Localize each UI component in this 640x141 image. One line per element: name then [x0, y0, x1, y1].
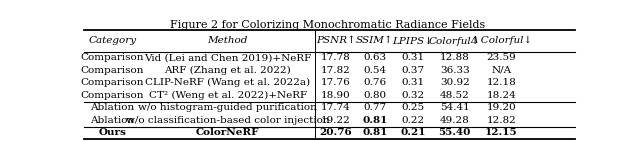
- Text: w/o histogram-guided purification: w/o histogram-guided purification: [138, 103, 317, 112]
- Text: 17.74: 17.74: [321, 103, 351, 112]
- Text: ColorNeRF: ColorNeRF: [196, 128, 259, 137]
- Text: 18.90: 18.90: [321, 91, 351, 100]
- Text: 36.33: 36.33: [440, 66, 470, 75]
- Text: 18.24: 18.24: [486, 91, 516, 100]
- Text: 0.63: 0.63: [364, 53, 387, 62]
- Text: 17.78: 17.78: [321, 53, 351, 62]
- Text: 19.20: 19.20: [486, 103, 516, 112]
- Text: 0.77: 0.77: [364, 103, 387, 112]
- Text: CLIP-NeRF (Wang et al. 2022a): CLIP-NeRF (Wang et al. 2022a): [145, 78, 310, 87]
- Text: Comparison: Comparison: [81, 78, 144, 87]
- Text: 20.76: 20.76: [319, 128, 352, 137]
- Text: Method: Method: [207, 36, 248, 45]
- Text: N/A: N/A: [492, 66, 511, 75]
- Text: Ablation: Ablation: [90, 116, 134, 125]
- Text: 0.32: 0.32: [401, 91, 424, 100]
- Text: 0.21: 0.21: [400, 128, 426, 137]
- Text: w/o classification-based color injection: w/o classification-based color injection: [126, 116, 330, 125]
- Text: 0.25: 0.25: [401, 103, 424, 112]
- Text: 30.92: 30.92: [440, 78, 470, 87]
- Text: PSNR↑: PSNR↑: [316, 36, 356, 45]
- Text: 12.82: 12.82: [486, 116, 516, 125]
- Text: 23.59: 23.59: [486, 53, 516, 62]
- Text: 12.15: 12.15: [485, 128, 518, 137]
- Text: 48.52: 48.52: [440, 91, 470, 100]
- Text: SSIM↑: SSIM↑: [356, 36, 394, 45]
- Text: Comparison: Comparison: [81, 53, 144, 62]
- Text: 17.76: 17.76: [321, 78, 351, 87]
- Text: 0.80: 0.80: [364, 91, 387, 100]
- Text: ARF (Zhang et al. 2022): ARF (Zhang et al. 2022): [164, 66, 291, 75]
- Text: 0.76: 0.76: [364, 78, 387, 87]
- Text: Ablation: Ablation: [90, 103, 134, 112]
- Text: 0.54: 0.54: [364, 66, 387, 75]
- Text: 0.31: 0.31: [401, 53, 424, 62]
- Text: Category: Category: [88, 36, 136, 45]
- Text: 12.18: 12.18: [486, 78, 516, 87]
- Text: Figure 2 for Colorizing Monochromatic Radiance Fields: Figure 2 for Colorizing Monochromatic Ra…: [170, 20, 486, 30]
- Text: CT² (Weng et al. 2022)+NeRF: CT² (Weng et al. 2022)+NeRF: [148, 91, 307, 100]
- Text: Ours: Ours: [99, 128, 126, 137]
- Text: LPIPS↓: LPIPS↓: [392, 36, 433, 45]
- Text: 54.41: 54.41: [440, 103, 470, 112]
- Text: 55.40: 55.40: [438, 128, 471, 137]
- Text: 0.81: 0.81: [362, 116, 388, 125]
- Text: 12.88: 12.88: [440, 53, 470, 62]
- Text: Δ Colorful↓: Δ Colorful↓: [470, 36, 532, 45]
- Text: 0.22: 0.22: [401, 116, 424, 125]
- Text: 0.37: 0.37: [401, 66, 424, 75]
- Text: Vid (Lei and Chen 2019)+NeRF: Vid (Lei and Chen 2019)+NeRF: [144, 53, 311, 62]
- Text: 19.22: 19.22: [321, 116, 351, 125]
- Text: Colorful↑: Colorful↑: [429, 36, 481, 46]
- Text: 49.28: 49.28: [440, 116, 470, 125]
- Text: 0.81: 0.81: [362, 128, 388, 137]
- Text: Comparison: Comparison: [81, 66, 144, 75]
- Text: Comparison: Comparison: [81, 91, 144, 100]
- Text: 0.31: 0.31: [401, 78, 424, 87]
- Text: 17.82: 17.82: [321, 66, 351, 75]
